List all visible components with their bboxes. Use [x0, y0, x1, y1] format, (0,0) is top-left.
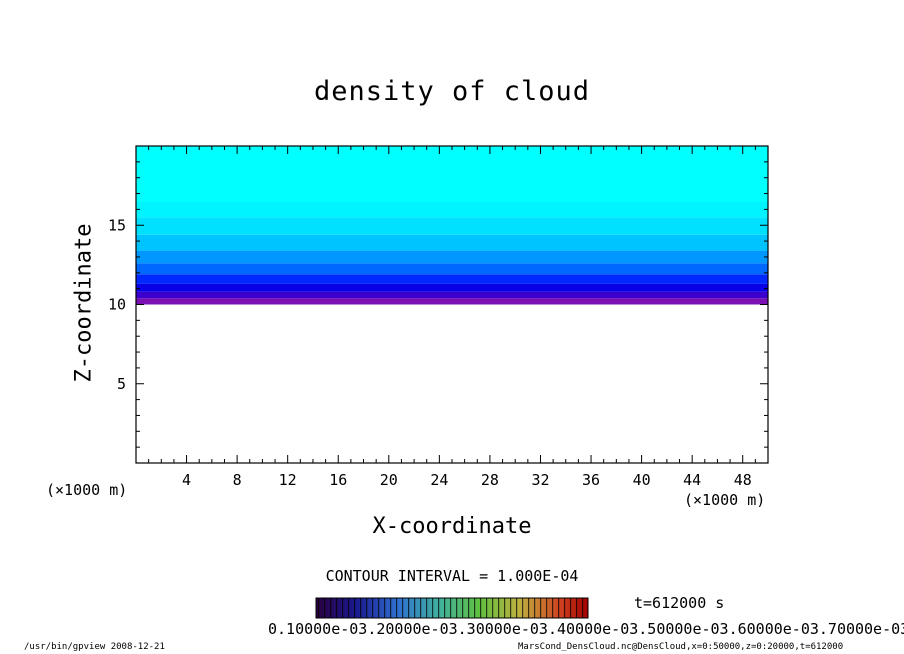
colorbar	[315, 597, 589, 619]
colorbar-tick-labels: 0.10000e-03.20000e-03.30000e-03.40000e-0…	[268, 620, 904, 638]
x-axis-unit-right: (×1000 m)	[684, 491, 766, 509]
y-tick-label: 15	[108, 216, 126, 234]
footer-command-date: /usr/bin/gpview 2008-12-21	[24, 642, 165, 652]
x-tick-label: 36	[582, 471, 600, 489]
density-band	[136, 283, 768, 292]
colorbar-border	[315, 597, 589, 619]
y-tick-label: 10	[108, 296, 126, 314]
footer-file-info: MarsCond_DensCloud.nc@DensCloud,x=0:5000…	[518, 642, 844, 652]
y-tick-label: 5	[117, 375, 126, 393]
y-axis-label: Z-coordinate	[71, 223, 97, 383]
x-tick-label: 32	[531, 471, 549, 489]
chart-title: density of cloud	[313, 76, 591, 107]
colorbar-stripes	[316, 598, 588, 618]
x-tick-label: 44	[683, 471, 701, 489]
x-tick-label: 8	[233, 471, 242, 489]
x-tick-label: 24	[430, 471, 448, 489]
x-tick-label: 16	[329, 471, 347, 489]
x-tick-label: 4	[182, 471, 191, 489]
x-tick-label: 12	[279, 471, 297, 489]
x-tick-label: 40	[633, 471, 651, 489]
density-band	[136, 234, 768, 251]
density-band	[136, 263, 768, 275]
y-axis-ticks: 5 10 15	[108, 161, 768, 448]
x-tick-label: 20	[380, 471, 398, 489]
cloud-density-field	[136, 146, 768, 305]
time-label: t=612000 s	[634, 594, 725, 612]
x-tick-label: 28	[481, 471, 499, 489]
density-band	[136, 274, 768, 284]
x-tick-label: 48	[734, 471, 752, 489]
x-axis-label: X-coordinate	[372, 514, 532, 539]
density-band	[136, 146, 768, 202]
density-band	[136, 291, 768, 299]
density-band	[136, 298, 768, 305]
contour-interval-text: CONTOUR INTERVAL = 1.000E-04	[325, 567, 579, 585]
density-band	[136, 201, 768, 218]
x-axis-ticks: 4 8 12 16 20 24 28 32 36 40 44 48	[148, 146, 756, 489]
density-band	[136, 250, 768, 264]
x-axis-unit-left: (×1000 m)	[46, 481, 128, 499]
density-band	[136, 217, 768, 235]
